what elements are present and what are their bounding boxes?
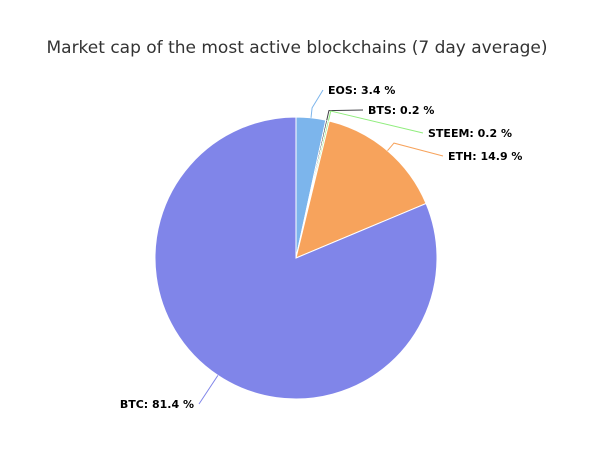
data-label-bts: BTS: 0.2 % xyxy=(368,104,434,117)
chart-title: Market cap of the most active blockchain… xyxy=(46,38,547,58)
label-connectors xyxy=(198,89,444,405)
connector-bts xyxy=(326,109,364,121)
connector-eos xyxy=(310,89,324,118)
data-label-steem: STEEM: 0.2 % xyxy=(428,127,512,140)
pie-slice-btc[interactable] xyxy=(154,116,438,400)
connector-eth xyxy=(387,142,444,157)
data-label-eos: EOS: 3.4 % xyxy=(328,84,395,97)
connector-btc xyxy=(198,375,219,405)
data-label-btc: BTC: 81.4 % xyxy=(120,398,194,411)
data-labels: EOS: 3.4 % BTS: 0.2 % STEEM: 0.2 % ETH: 14.… xyxy=(120,84,523,411)
connector-steem xyxy=(327,110,424,134)
pie-slices xyxy=(154,116,438,400)
data-label-eth: ETH: 14.9 % xyxy=(448,150,522,163)
